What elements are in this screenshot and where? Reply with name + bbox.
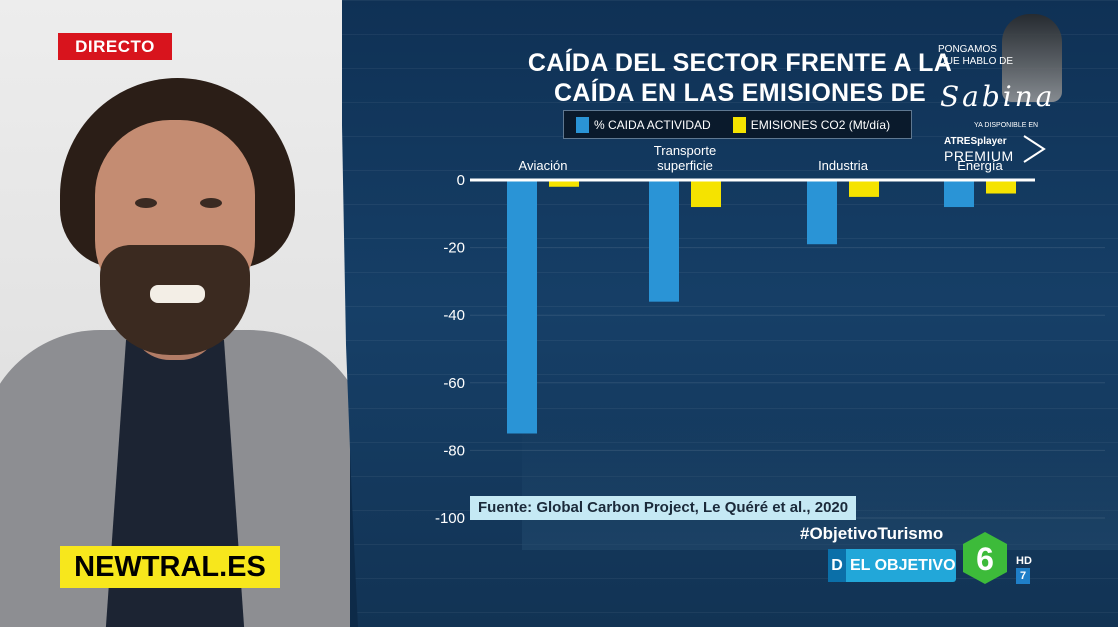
chart-source: Fuente: Global Carbon Project, Le Quéré …: [470, 496, 857, 520]
play-chevron-icon: [1023, 135, 1046, 163]
legend-swatch-activity: [576, 116, 589, 133]
y-tick-label: -80: [443, 442, 465, 459]
bar-emissions: [691, 180, 721, 208]
legend-item-activity: % CAIDA ACTIVIDAD: [576, 116, 711, 133]
svg-text:6: 6: [976, 541, 994, 577]
promo-line-2: QUE HABLO DE: [938, 56, 1014, 67]
presenter-eye: [135, 198, 157, 208]
city-backdrop: [522, 420, 1118, 550]
category-label: Industria: [818, 158, 869, 173]
bar-emissions: [849, 180, 879, 197]
promo-script-title: Sabina: [940, 80, 1056, 113]
programme-logo: D EL OBJETIVO: [828, 549, 956, 582]
bar-emissions: [986, 180, 1016, 194]
channel-hd: HD: [1016, 555, 1032, 567]
bar-emissions: [549, 180, 579, 187]
graphics-panel: [342, 0, 1118, 627]
legend-label-emissions: EMISIONES CO2 (Mt/día): [750, 117, 891, 132]
category-label: superficie: [657, 158, 713, 173]
bar-activity: [807, 180, 837, 245]
promo-platform-top: ATRESplayer: [944, 136, 1007, 147]
presenter-video: [0, 0, 350, 627]
y-tick-label: 0: [457, 172, 465, 189]
category-label: Transporte: [654, 143, 716, 158]
programme-prefix: D: [828, 549, 846, 582]
promo-portrait: [1002, 14, 1062, 102]
chart-legend: % CAIDA ACTIVIDAD EMISIONES CO2 (Mt/día): [563, 110, 912, 139]
promo-available: YA DISPONIBLE EN: [974, 122, 1039, 129]
legend-label-activity: % CAIDA ACTIVIDAD: [594, 117, 711, 132]
bar-activity: [944, 180, 974, 208]
hashtag: #ObjetivoTurismo: [800, 524, 944, 543]
category-label: Aviación: [519, 158, 568, 173]
bar-activity: [507, 180, 537, 434]
presenter-eye: [200, 198, 222, 208]
promo-banner[interactable]: PONGAMOS QUE HABLO DE Sabina YA DISPONIB…: [932, 10, 1118, 180]
y-tick-label: -40: [443, 307, 465, 324]
bar-activity: [649, 180, 679, 302]
newtral-badge: NEWTRAL.ES: [60, 546, 280, 588]
promo-line-1: PONGAMOS: [938, 44, 997, 55]
legend-item-emissions: EMISIONES CO2 (Mt/día): [732, 116, 891, 133]
live-badge: DIRECTO: [58, 33, 172, 60]
y-tick-label: -20: [443, 240, 465, 257]
category-label: Energía: [957, 158, 1003, 173]
legend-swatch-emissions: [732, 116, 746, 133]
presenter-mouth: [150, 285, 205, 303]
channel-number: 7: [1016, 568, 1030, 584]
chart-title-line-1: CAÍDA DEL SECTOR FRENTE A LA: [527, 49, 953, 77]
y-tick-label: -100: [435, 510, 465, 527]
y-tick-label: -60: [443, 375, 465, 392]
channel-six-logo-icon: 6: [963, 532, 1007, 584]
promo-platform-bottom: PREMIUM: [944, 148, 1014, 164]
programme-name: EL OBJETIVO: [850, 557, 956, 574]
